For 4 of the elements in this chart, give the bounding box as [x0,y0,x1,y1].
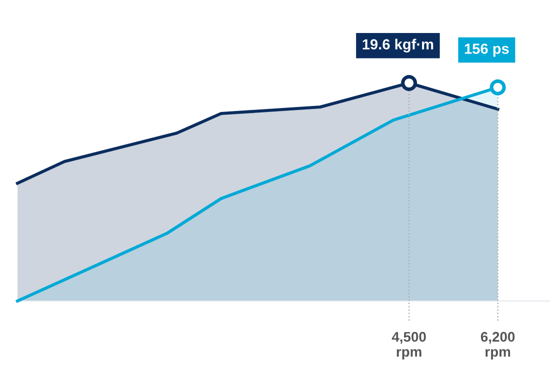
x-tick-label: 6,200 rpm [480,332,515,360]
x-tick-label: 4,500 rpm [392,332,426,360]
annotation: 19.6 kgf·m [362,38,434,52]
annotation: 156 ps [464,44,509,57]
